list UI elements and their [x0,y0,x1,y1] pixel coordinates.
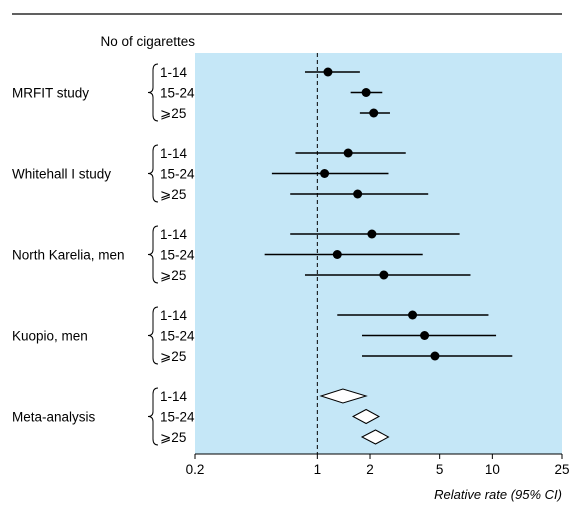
estimate-point [430,351,440,361]
x-tick-label: 2 [366,462,374,477]
row-label: ⩾25 [160,349,186,364]
x-tick-label: 0.2 [186,462,205,477]
estimate-point [323,67,333,77]
estimate-point [369,108,379,118]
diamond-marker [319,388,368,404]
estimate-point [343,148,353,158]
group-label: Kuopio, men [12,329,88,344]
group-brace [147,63,159,122]
row-label: 1-14 [160,308,188,323]
plot-panel [195,53,562,454]
row-label: 1-14 [160,227,188,242]
estimate-point [379,270,389,280]
row-label: 1-14 [160,389,188,404]
group-brace [147,225,159,284]
x-tick-label: 1 [314,462,322,477]
group-label: Meta-analysis [12,410,96,425]
row-label: 15-24 [160,86,195,101]
diamond-marker [360,429,390,445]
group-brace [147,144,159,203]
x-tick-label: 25 [554,462,569,477]
row-label: ⩾25 [160,268,186,283]
estimate-point [353,189,363,199]
estimate-point [367,229,377,239]
row-label: 15-24 [160,248,195,263]
row-label: 15-24 [160,410,195,425]
group-label: MRFIT study [12,86,89,101]
x-ticks: 0.2 1 2 5 10 25 [186,454,570,477]
row-label: 1-14 [160,146,188,161]
chart-marks [264,67,513,445]
x-tick-label: 10 [485,462,500,477]
row-label: 15-24 [160,167,195,182]
estimate-point [420,331,430,340]
x-axis-label: Relative rate (95% CI) [434,487,562,502]
groups: MRFIT study 1-14 15-24 ⩾25 Whitehall I study… [12,63,195,446]
group-label: Whitehall I study [12,167,111,182]
group-brace [147,306,159,365]
diamond-marker [351,408,381,425]
row-label: 1-14 [160,65,188,80]
estimate-point [361,88,371,97]
group-label: North Karelia, men [12,248,125,263]
estimate-point [320,169,330,178]
row-label: ⩾25 [160,430,186,445]
x-tick-label: 5 [436,462,444,477]
column-header: No of cigarettes [100,34,195,49]
group-brace [147,387,159,446]
estimate-point [332,250,342,259]
estimate-point [408,310,418,320]
row-label: ⩾25 [160,187,186,202]
row-label: 15-24 [160,329,195,344]
row-label: ⩾25 [160,106,186,121]
